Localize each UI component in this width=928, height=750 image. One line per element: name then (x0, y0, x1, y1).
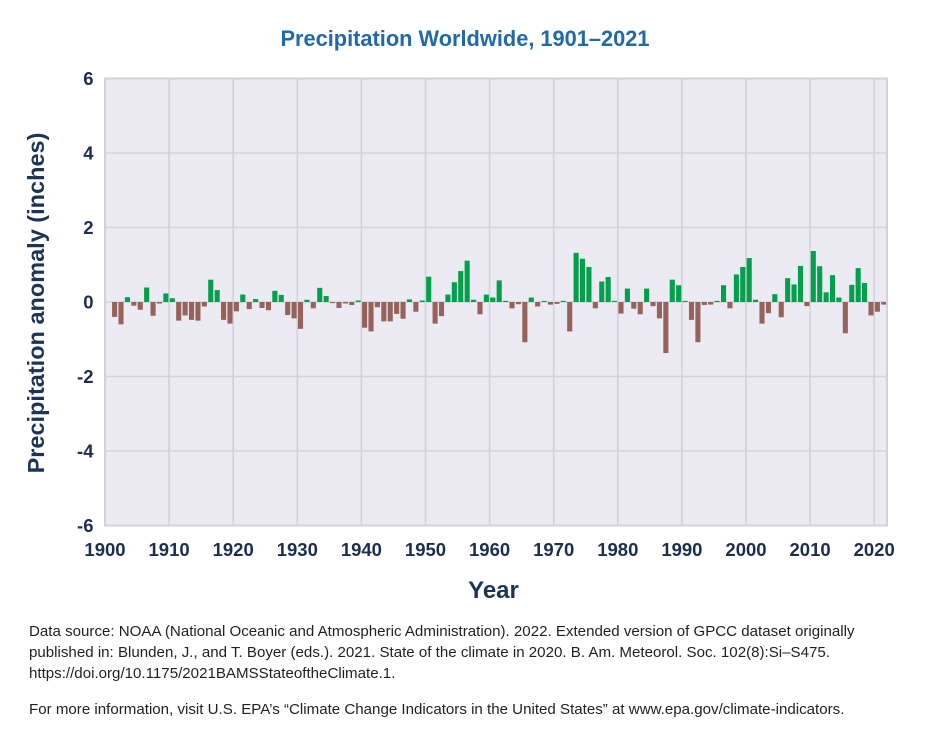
svg-text:0: 0 (83, 292, 93, 313)
svg-text:2020: 2020 (854, 539, 895, 560)
svg-text:1900: 1900 (84, 539, 125, 560)
svg-text:1930: 1930 (277, 539, 318, 560)
svg-text:1980: 1980 (597, 539, 638, 560)
svg-text:1990: 1990 (661, 539, 702, 560)
svg-text:Precipitation Worldwide, 1901–: Precipitation Worldwide, 1901–2021 (280, 26, 649, 51)
svg-text:published in: Blunden, J., and: published in: Blunden, J., and T. Boyer … (29, 644, 830, 661)
svg-text:2000: 2000 (725, 539, 766, 560)
svg-text:Data source: NOAA (National Oc: Data source: NOAA (National Oceanic and … (29, 623, 855, 640)
svg-text:1920: 1920 (213, 539, 254, 560)
svg-text:4: 4 (83, 143, 94, 164)
svg-text:-4: -4 (77, 441, 94, 462)
svg-text:Precipitation anomaly (inches): Precipitation anomaly (inches) (23, 133, 49, 474)
svg-text:2010: 2010 (790, 539, 831, 560)
svg-text:1940: 1940 (341, 539, 382, 560)
svg-text:1910: 1910 (149, 539, 190, 560)
svg-text:1970: 1970 (533, 539, 574, 560)
svg-text:6: 6 (83, 68, 93, 89)
svg-text:For more information, visit U.: For more information, visit U.S. EPA’s “… (29, 701, 844, 718)
svg-text:2: 2 (83, 217, 93, 238)
svg-text:-6: -6 (77, 515, 93, 536)
svg-text:Year: Year (468, 577, 519, 604)
svg-text:1950: 1950 (405, 539, 446, 560)
svg-text:https://doi.org/10.1175/2021BA: https://doi.org/10.1175/2021BAMSStateoft… (29, 665, 395, 682)
svg-text:-2: -2 (77, 366, 93, 387)
svg-text:1960: 1960 (469, 539, 510, 560)
